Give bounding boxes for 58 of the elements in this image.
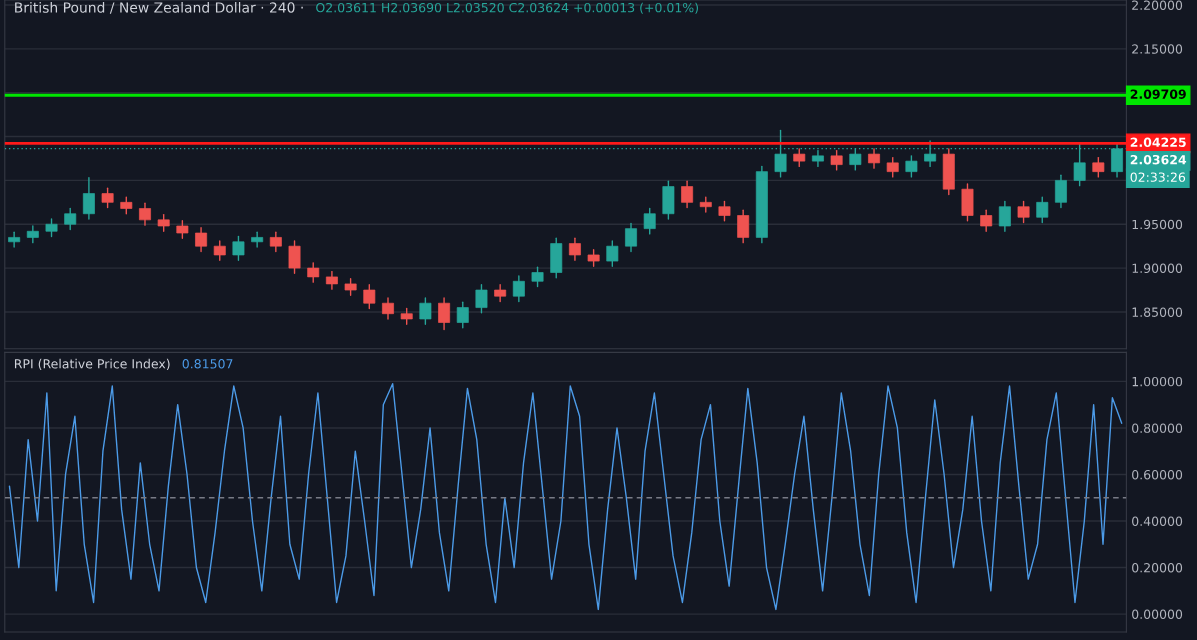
candlestick bbox=[625, 222, 637, 253]
candlestick bbox=[980, 209, 993, 232]
candlestick bbox=[438, 297, 451, 331]
candlestick bbox=[737, 209, 750, 244]
candlestick bbox=[288, 240, 301, 275]
candlestick bbox=[101, 187, 114, 209]
candlestick bbox=[475, 284, 488, 314]
y-tick-label: 2.15000 bbox=[1132, 44, 1183, 54]
candlestick bbox=[905, 155, 918, 178]
candlestick bbox=[531, 266, 544, 288]
candlestick bbox=[456, 301, 469, 329]
y-tick-label: 0.40000 bbox=[1132, 516, 1183, 526]
y-tick-label: 0.60000 bbox=[1132, 469, 1183, 480]
candlestick bbox=[681, 180, 694, 209]
candlestick bbox=[195, 227, 208, 253]
candlestick bbox=[718, 200, 731, 222]
candlestick bbox=[232, 235, 245, 261]
y-tick-label: 0.80000 bbox=[1132, 423, 1183, 433]
candlestick bbox=[363, 284, 376, 310]
y-tick-label: 2.20000 bbox=[1132, 0, 1183, 10]
chart-title: British Pound / New Zealand Dollar · 240 · bbox=[15, 2, 303, 14]
ref-line-label: 2.03624 bbox=[1130, 154, 1187, 165]
chart-subtitle: 0.81507 bbox=[182, 359, 233, 369]
candlestick bbox=[512, 275, 525, 303]
candlestick bbox=[251, 231, 264, 248]
candlestick bbox=[419, 297, 432, 325]
candlestick bbox=[82, 177, 95, 220]
chart-title: RPI (Relative Price Index) bbox=[14, 358, 170, 370]
candlestick bbox=[568, 237, 581, 261]
y-tick-label: 0.00000 bbox=[1132, 609, 1183, 620]
candlestick bbox=[213, 240, 226, 261]
y-tick-label: 1.95000 bbox=[1132, 219, 1183, 230]
candlestick bbox=[1017, 200, 1030, 224]
ref-line-label: 2.09709 bbox=[1130, 89, 1186, 99]
candlestick bbox=[868, 148, 880, 169]
chart-subtitle: O2.03611 H2.03690 L2.03520 C2.03624 +0.00013 (+0.01%) bbox=[316, 2, 698, 14]
candlestick bbox=[643, 207, 656, 235]
candlestick bbox=[1092, 156, 1105, 178]
candlestick bbox=[382, 297, 394, 320]
ref-line-label: 2.04225 bbox=[1130, 137, 1186, 147]
y-tick-label: 0.20000 bbox=[1132, 563, 1183, 573]
y-tick-label: 1.00000 bbox=[1132, 376, 1183, 387]
candlestick bbox=[1036, 196, 1049, 224]
candlestick bbox=[26, 225, 39, 244]
candlestick bbox=[998, 200, 1011, 232]
text: 02:33:26 bbox=[1130, 172, 1186, 182]
candlestick bbox=[8, 231, 21, 248]
candlestick bbox=[606, 240, 619, 268]
candlestick bbox=[886, 156, 899, 178]
line-series bbox=[8, 383, 1123, 611]
y-tick-label: 1.85000 bbox=[1132, 307, 1183, 317]
candlestick bbox=[1054, 174, 1067, 209]
candlestick bbox=[64, 207, 77, 231]
candlestick bbox=[269, 231, 282, 253]
candlestick bbox=[139, 202, 151, 226]
y-tick-label: 1.90000 bbox=[1132, 263, 1183, 274]
candlestick bbox=[307, 262, 320, 283]
candlestick bbox=[830, 149, 843, 171]
